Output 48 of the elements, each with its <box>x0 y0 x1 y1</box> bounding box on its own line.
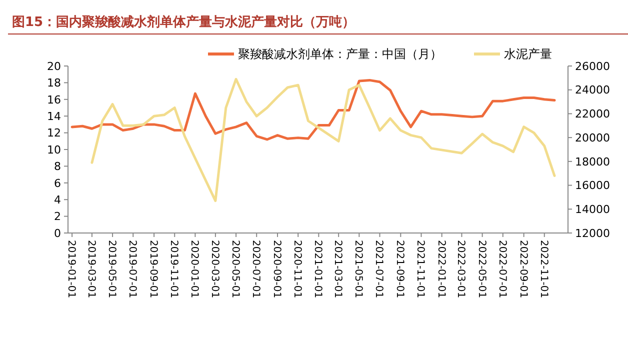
y-tick-label: 4 <box>54 193 61 206</box>
y-tick-label: 0 <box>54 226 61 240</box>
x-tick-label: 2020-05-01 <box>230 240 241 298</box>
y-tick-label: 16 <box>47 93 61 106</box>
y2-tick-label: 24000 <box>575 84 610 97</box>
y-tick-label: 10 <box>47 143 61 156</box>
legend-label: 水泥产量 <box>504 47 552 62</box>
x-tick-label: 2020-07-01 <box>250 240 262 298</box>
x-tick-label: 2022-03-01 <box>455 240 466 298</box>
x-tick-label: 2021-09-01 <box>394 240 406 298</box>
y-tick-label: 14 <box>47 110 61 123</box>
x-tick-label: 2022-09-01 <box>517 240 528 298</box>
x-tick-label: 2020-09-01 <box>271 240 282 298</box>
line-series <box>90 78 556 202</box>
y-tick-label: 12 <box>47 126 61 140</box>
x-tick-label: 2021-03-01 <box>332 240 344 298</box>
y-tick-label: 2 <box>54 210 61 224</box>
x-tick-label: 2021-01-01 <box>312 240 324 298</box>
y2-tick-label: 16000 <box>575 179 610 192</box>
x-tick-label: 2021-07-01 <box>373 240 384 298</box>
y-tick-label: 6 <box>54 176 61 190</box>
chart-title: 图15：国内聚羧酸减水剂单体产量与水泥产量对比（万吨） <box>12 14 356 30</box>
line-series <box>70 78 556 141</box>
x-tick-label: 2022-01-01 <box>435 240 446 298</box>
legend-label: 聚羧酸减水剂单体：产量：中国（月） <box>238 47 442 62</box>
x-tick-label: 2019-11-01 <box>168 240 180 298</box>
x-tick-label: 2019-03-01 <box>85 240 96 298</box>
y2-tick-label: 20000 <box>575 131 610 144</box>
y-tick-label: 8 <box>54 160 61 174</box>
x-tick-label: 2022-07-01 <box>496 240 508 298</box>
x-tick-label: 2019-05-01 <box>106 240 118 298</box>
y2-tick-label: 26000 <box>575 60 610 73</box>
x-tick-label: 2022-05-01 <box>476 240 487 298</box>
x-tick-label: 2021-05-01 <box>352 240 364 298</box>
x-tick-label: 2019-09-01 <box>148 240 159 298</box>
y-tick-label: 20 <box>47 60 61 73</box>
y-tick-label: 18 <box>47 76 61 90</box>
y2-tick-label: 18000 <box>575 155 610 168</box>
y2-tick-label: 14000 <box>575 202 610 216</box>
x-tick-label: 2020-11-01 <box>292 240 303 298</box>
x-tick-label: 2021-11-01 <box>414 240 426 298</box>
x-tick-label: 2020-01-01 <box>188 240 200 298</box>
y2-tick-label: 22000 <box>575 108 610 121</box>
y2-tick-label: 12000 <box>575 226 610 240</box>
x-tick-label: 2019-07-01 <box>126 240 138 298</box>
x-tick-label: 2020-03-01 <box>208 240 220 298</box>
x-tick-label: 2022-11-01 <box>538 240 549 298</box>
x-tick-label: 2019-01-01 <box>66 240 77 298</box>
